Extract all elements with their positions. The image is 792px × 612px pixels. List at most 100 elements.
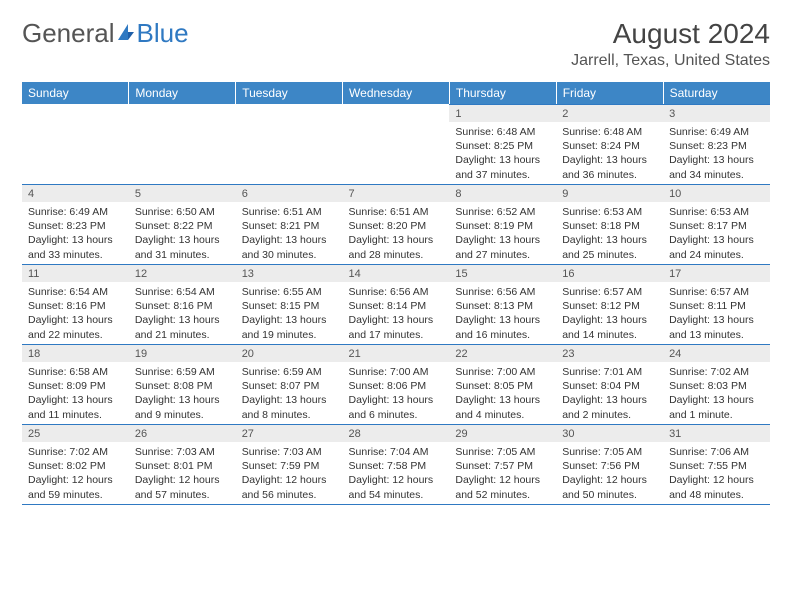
- day-number: 21: [343, 344, 450, 362]
- day-data-cell: Sunrise: 6:58 AMSunset: 8:09 PMDaylight:…: [22, 362, 129, 424]
- sunrise-line: Sunrise: 6:48 AM: [455, 125, 550, 139]
- sunrise-line: Sunrise: 6:53 AM: [669, 205, 764, 219]
- week-daynum-row: 25262728293031: [22, 424, 770, 442]
- week-daynum-row: 45678910: [22, 184, 770, 202]
- day-cell: [129, 104, 236, 122]
- day-number: [129, 104, 236, 110]
- day-data-cell: Sunrise: 7:03 AMSunset: 8:01 PMDaylight:…: [129, 442, 236, 505]
- sunset-line: Sunset: 8:16 PM: [28, 299, 123, 313]
- day-data-cell: [22, 122, 129, 184]
- sunrise-line: Sunrise: 7:03 AM: [135, 445, 230, 459]
- week-data-row: Sunrise: 7:02 AMSunset: 8:02 PMDaylight:…: [22, 442, 770, 505]
- dow-header: Tuesday: [236, 82, 343, 104]
- day-data: Sunrise: 6:55 AMSunset: 8:15 PMDaylight:…: [236, 282, 343, 344]
- daylight-line: Daylight: 12 hours and 57 minutes.: [135, 473, 230, 501]
- day-data-cell: Sunrise: 7:03 AMSunset: 7:59 PMDaylight:…: [236, 442, 343, 505]
- day-number: 23: [556, 344, 663, 362]
- day-data-cell: Sunrise: 6:56 AMSunset: 8:14 PMDaylight:…: [343, 282, 450, 344]
- sunrise-line: Sunrise: 7:02 AM: [28, 445, 123, 459]
- day-cell: 20: [236, 344, 343, 362]
- day-cell: 23: [556, 344, 663, 362]
- day-data-cell: Sunrise: 7:04 AMSunset: 7:58 PMDaylight:…: [343, 442, 450, 505]
- title-block: August 2024 Jarrell, Texas, United State…: [571, 18, 770, 70]
- sunset-line: Sunset: 8:06 PM: [349, 379, 444, 393]
- day-data-cell: Sunrise: 7:01 AMSunset: 8:04 PMDaylight:…: [556, 362, 663, 424]
- sunset-line: Sunset: 8:09 PM: [28, 379, 123, 393]
- day-data: Sunrise: 7:01 AMSunset: 8:04 PMDaylight:…: [556, 362, 663, 424]
- sunrise-line: Sunrise: 6:50 AM: [135, 205, 230, 219]
- day-data-cell: Sunrise: 6:53 AMSunset: 8:18 PMDaylight:…: [556, 202, 663, 264]
- day-cell: 28: [343, 424, 450, 442]
- day-cell: 18: [22, 344, 129, 362]
- day-data-cell: Sunrise: 6:48 AMSunset: 8:25 PMDaylight:…: [449, 122, 556, 184]
- day-data-cell: Sunrise: 7:05 AMSunset: 7:56 PMDaylight:…: [556, 442, 663, 505]
- daylight-line: Daylight: 13 hours and 6 minutes.: [349, 393, 444, 421]
- day-data-cell: Sunrise: 6:59 AMSunset: 8:07 PMDaylight:…: [236, 362, 343, 424]
- day-data-cell: Sunrise: 6:52 AMSunset: 8:19 PMDaylight:…: [449, 202, 556, 264]
- day-cell: 6: [236, 184, 343, 202]
- daylight-line: Daylight: 13 hours and 27 minutes.: [455, 233, 550, 261]
- daylight-line: Daylight: 13 hours and 36 minutes.: [562, 153, 657, 181]
- daylight-line: Daylight: 12 hours and 59 minutes.: [28, 473, 123, 501]
- daylight-line: Daylight: 12 hours and 50 minutes.: [562, 473, 657, 501]
- day-cell: 2: [556, 104, 663, 122]
- day-number: 15: [449, 264, 556, 282]
- day-number: 2: [556, 104, 663, 122]
- daylight-line: Daylight: 13 hours and 4 minutes.: [455, 393, 550, 421]
- day-data-cell: Sunrise: 7:00 AMSunset: 8:05 PMDaylight:…: [449, 362, 556, 424]
- day-number: 17: [663, 264, 770, 282]
- sunrise-line: Sunrise: 6:53 AM: [562, 205, 657, 219]
- day-data: Sunrise: 6:53 AMSunset: 8:17 PMDaylight:…: [663, 202, 770, 264]
- sunrise-line: Sunrise: 6:58 AM: [28, 365, 123, 379]
- day-data-cell: Sunrise: 6:56 AMSunset: 8:13 PMDaylight:…: [449, 282, 556, 344]
- day-data: [343, 122, 450, 184]
- day-data-cell: Sunrise: 6:55 AMSunset: 8:15 PMDaylight:…: [236, 282, 343, 344]
- sunset-line: Sunset: 8:05 PM: [455, 379, 550, 393]
- sunrise-line: Sunrise: 7:05 AM: [455, 445, 550, 459]
- daylight-line: Daylight: 13 hours and 17 minutes.: [349, 313, 444, 341]
- day-data: Sunrise: 6:49 AMSunset: 8:23 PMDaylight:…: [22, 202, 129, 264]
- week-daynum-row: 123: [22, 104, 770, 122]
- day-data: Sunrise: 6:50 AMSunset: 8:22 PMDaylight:…: [129, 202, 236, 264]
- day-data: Sunrise: 6:51 AMSunset: 8:21 PMDaylight:…: [236, 202, 343, 264]
- day-data-cell: Sunrise: 6:53 AMSunset: 8:17 PMDaylight:…: [663, 202, 770, 264]
- sunrise-line: Sunrise: 6:49 AM: [28, 205, 123, 219]
- week-daynum-row: 11121314151617: [22, 264, 770, 282]
- day-number: 5: [129, 184, 236, 202]
- sunrise-line: Sunrise: 6:55 AM: [242, 285, 337, 299]
- day-number: 30: [556, 424, 663, 442]
- day-data: Sunrise: 7:00 AMSunset: 8:05 PMDaylight:…: [449, 362, 556, 424]
- day-cell: 10: [663, 184, 770, 202]
- calendar-table: SundayMondayTuesdayWednesdayThursdayFrid…: [22, 82, 770, 505]
- day-cell: [236, 104, 343, 122]
- day-cell: 5: [129, 184, 236, 202]
- sunrise-line: Sunrise: 6:56 AM: [349, 285, 444, 299]
- day-cell: 16: [556, 264, 663, 282]
- brand-part2: Blue: [137, 18, 189, 49]
- day-number: 26: [129, 424, 236, 442]
- sunrise-line: Sunrise: 6:54 AM: [135, 285, 230, 299]
- location-text: Jarrell, Texas, United States: [571, 52, 770, 70]
- day-data-cell: [129, 122, 236, 184]
- day-data-cell: Sunrise: 6:50 AMSunset: 8:22 PMDaylight:…: [129, 202, 236, 264]
- day-number: 20: [236, 344, 343, 362]
- day-cell: 9: [556, 184, 663, 202]
- day-cell: 15: [449, 264, 556, 282]
- day-data-cell: [236, 122, 343, 184]
- sunset-line: Sunset: 8:12 PM: [562, 299, 657, 313]
- daylight-line: Daylight: 13 hours and 21 minutes.: [135, 313, 230, 341]
- sunset-line: Sunset: 8:07 PM: [242, 379, 337, 393]
- day-data: Sunrise: 7:02 AMSunset: 8:02 PMDaylight:…: [22, 442, 129, 504]
- daylight-line: Daylight: 13 hours and 8 minutes.: [242, 393, 337, 421]
- day-cell: 3: [663, 104, 770, 122]
- day-data: Sunrise: 6:59 AMSunset: 8:07 PMDaylight:…: [236, 362, 343, 424]
- dow-header: Friday: [556, 82, 663, 104]
- day-data-cell: Sunrise: 7:02 AMSunset: 8:03 PMDaylight:…: [663, 362, 770, 424]
- sunrise-line: Sunrise: 6:59 AM: [242, 365, 337, 379]
- sail-icon: [116, 18, 136, 49]
- daylight-line: Daylight: 13 hours and 34 minutes.: [669, 153, 764, 181]
- day-data: Sunrise: 6:54 AMSunset: 8:16 PMDaylight:…: [129, 282, 236, 344]
- day-data-cell: Sunrise: 6:57 AMSunset: 8:12 PMDaylight:…: [556, 282, 663, 344]
- day-data: Sunrise: 6:57 AMSunset: 8:11 PMDaylight:…: [663, 282, 770, 344]
- sunset-line: Sunset: 8:02 PM: [28, 459, 123, 473]
